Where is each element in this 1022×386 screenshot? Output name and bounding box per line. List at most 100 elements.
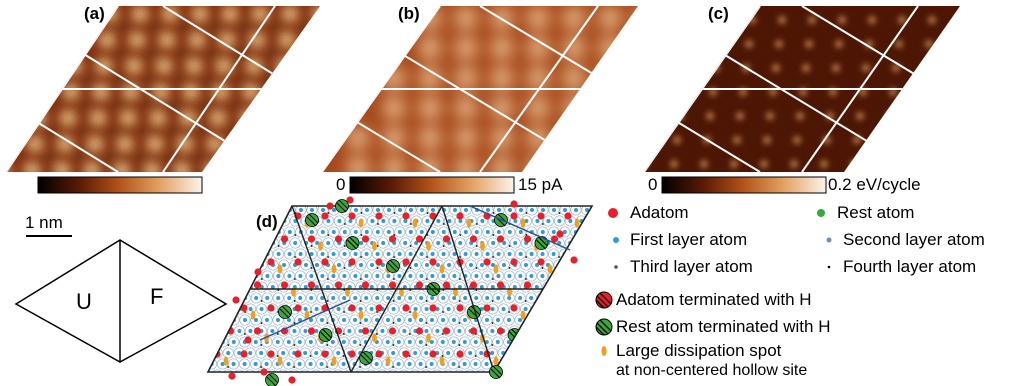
colorbar-b-min: 0 bbox=[336, 175, 346, 194]
image-spot bbox=[730, 160, 738, 168]
image-spot bbox=[635, 7, 638, 29]
image-spot bbox=[341, 5, 359, 23]
grid-line bbox=[162, 6, 276, 172]
legend-first-layer: First layer atom bbox=[630, 230, 748, 249]
image-spot bbox=[808, 16, 816, 24]
image-spot bbox=[419, 97, 441, 119]
image-spot bbox=[706, 112, 714, 120]
image-spot bbox=[308, 31, 320, 49]
image-spot bbox=[491, 67, 513, 89]
image-spot bbox=[988, 16, 996, 24]
adatom-symbol bbox=[608, 208, 618, 218]
image-spot bbox=[868, 16, 876, 24]
image-spot bbox=[644, 160, 648, 168]
image-spot bbox=[419, 37, 441, 59]
image-spot bbox=[563, 37, 585, 59]
legend-adatom: Adatom bbox=[630, 203, 689, 222]
image-spot bbox=[383, 157, 405, 172]
image-spot bbox=[347, 127, 369, 149]
image-spot bbox=[563, 127, 585, 149]
image-spot bbox=[599, 37, 621, 59]
image-spot bbox=[563, 157, 585, 172]
image-spot bbox=[925, 40, 933, 48]
image-spot bbox=[322, 101, 330, 109]
second-layer-symbol bbox=[826, 237, 832, 243]
image-spot bbox=[236, 135, 254, 153]
unit-cell-f-label: F bbox=[150, 284, 164, 309]
image-spot bbox=[760, 160, 768, 168]
grid-line bbox=[959, 6, 960, 172]
image-spot bbox=[328, 49, 336, 57]
image-spot bbox=[298, 49, 306, 57]
legend-rest-h: Rest atom terminated with H bbox=[616, 317, 831, 336]
image-spot bbox=[599, 7, 621, 29]
image-spot bbox=[886, 112, 894, 120]
image-spot bbox=[880, 160, 888, 168]
image-spot bbox=[670, 160, 678, 168]
scale-bar-label: 1 nm bbox=[25, 213, 63, 232]
image-spot bbox=[763, 136, 771, 144]
image-spot bbox=[913, 136, 921, 144]
image-spot bbox=[289, 127, 297, 135]
image-spot bbox=[491, 157, 513, 172]
image-spot bbox=[226, 153, 234, 161]
legend-dissipation-line1: Large dissipation spot bbox=[616, 341, 782, 360]
image-spot bbox=[292, 101, 300, 109]
image-spot bbox=[673, 136, 681, 144]
image-spot bbox=[527, 37, 549, 59]
image-spot bbox=[700, 160, 708, 168]
image-spot bbox=[455, 127, 477, 149]
image-spot bbox=[295, 75, 303, 83]
grid-line bbox=[644, 6, 761, 172]
image-spot bbox=[256, 153, 264, 161]
grid-line bbox=[479, 6, 599, 172]
image-spot bbox=[838, 16, 846, 24]
image-spot bbox=[676, 112, 684, 120]
image-spot bbox=[383, 127, 405, 149]
image-spot bbox=[491, 7, 513, 29]
colorbar-c-min: 0 bbox=[648, 175, 658, 194]
image-spot bbox=[563, 7, 585, 29]
image-spot bbox=[955, 40, 960, 48]
image-spot bbox=[985, 40, 993, 48]
image-spot bbox=[853, 136, 861, 144]
legend-adatom-h: Adatom terminated with H bbox=[616, 290, 812, 309]
image-spot bbox=[527, 7, 549, 29]
image-spot bbox=[331, 23, 339, 31]
image-spot bbox=[671, 37, 693, 59]
image-spot bbox=[775, 40, 783, 48]
image-spot bbox=[919, 88, 927, 96]
image-spot bbox=[928, 16, 936, 24]
image-spot bbox=[635, 67, 638, 89]
image-spot bbox=[671, 7, 693, 29]
image-spot bbox=[790, 160, 798, 168]
image-spot bbox=[796, 112, 804, 120]
panel-b-label: (b) bbox=[398, 4, 420, 23]
unit-cell-diagram bbox=[14, 239, 228, 363]
third-layer-symbol bbox=[614, 265, 618, 269]
adatom-h-symbol bbox=[595, 291, 613, 309]
image-spot bbox=[361, 23, 369, 31]
first-layer-symbol bbox=[613, 237, 619, 243]
image-spot bbox=[599, 67, 621, 89]
legend-symbols bbox=[595, 208, 832, 356]
image-spot bbox=[958, 16, 960, 24]
image-spot bbox=[772, 64, 780, 72]
image-spot bbox=[286, 153, 294, 161]
image-spot bbox=[802, 64, 810, 72]
legend-dissipation-line2: at non-centered hollow site bbox=[616, 362, 808, 379]
panel-a-label: (a) bbox=[84, 4, 105, 23]
image-spot bbox=[302, 83, 320, 101]
image-spot bbox=[922, 64, 930, 72]
image-spot bbox=[563, 97, 585, 119]
image-spot bbox=[635, 37, 638, 59]
fourth-layer-symbol bbox=[827, 265, 831, 269]
image-spot bbox=[805, 40, 813, 48]
image-spot bbox=[599, 157, 621, 172]
image-spot bbox=[892, 64, 900, 72]
image-spot bbox=[269, 109, 287, 127]
image-spot bbox=[778, 16, 786, 24]
image-spot bbox=[895, 40, 903, 48]
image-spot bbox=[491, 97, 513, 119]
